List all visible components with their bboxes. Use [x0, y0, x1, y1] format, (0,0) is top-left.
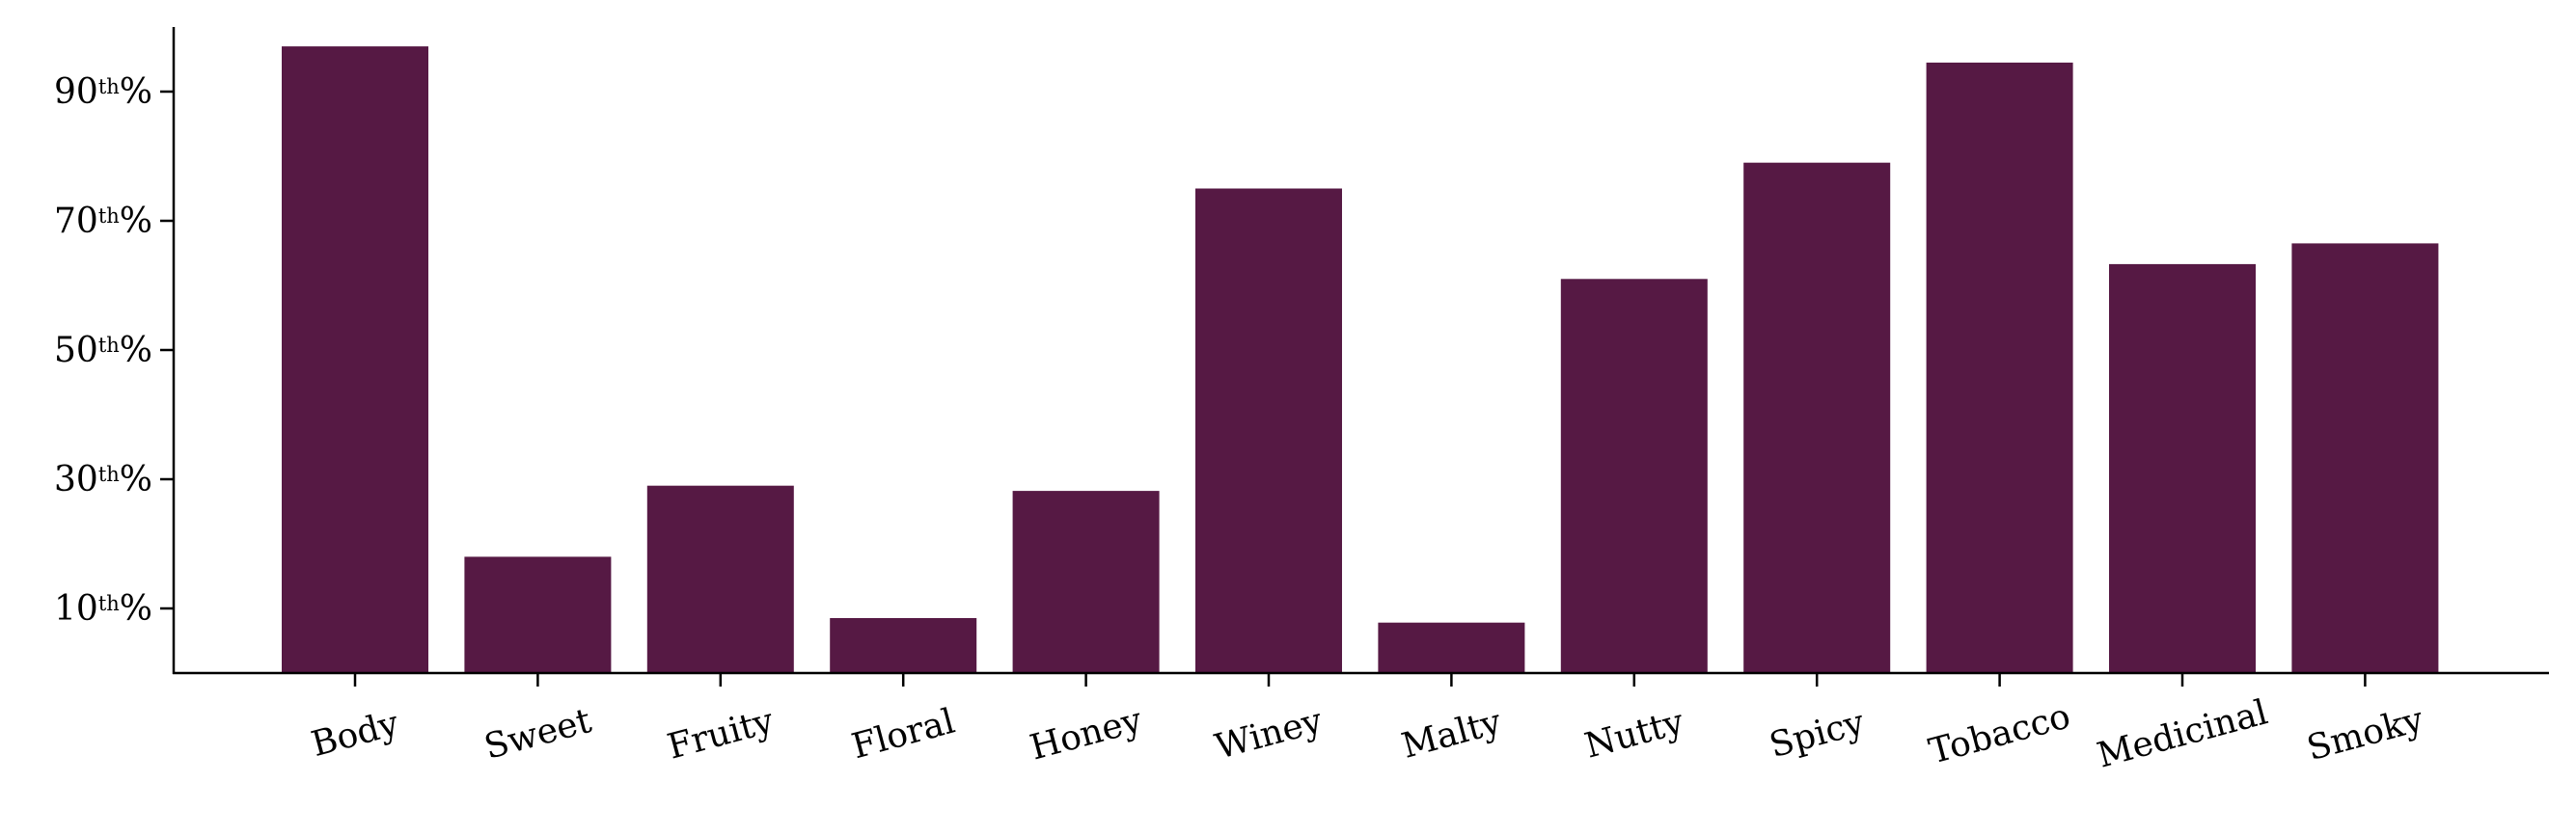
- x-tick-label-floral: Floral: [848, 702, 959, 768]
- y-tick-number: 50: [54, 331, 98, 370]
- bar-body: [282, 46, 428, 674]
- y-tick-suffix: %: [120, 202, 152, 241]
- y-tick-superscript: th: [98, 75, 120, 98]
- y-tick-number: 90: [54, 72, 98, 112]
- y-tick-label: 10th%: [54, 589, 152, 629]
- y-tick-label: 90th%: [54, 72, 152, 112]
- y-tick-label: 50th%: [54, 331, 152, 370]
- x-tick-label-fruity: Fruity: [664, 701, 779, 768]
- bar-medicinal: [2109, 263, 2256, 673]
- bar-floral: [830, 618, 977, 673]
- x-tick-label-malty: Malty: [1398, 702, 1506, 767]
- y-axis: 10th%30th%50th%70th%90th%: [54, 27, 176, 674]
- x-axis: Body Sweet Fruity Floral Honey Winey Malty Nutt…: [173, 671, 2549, 776]
- y-tick-number: 70: [54, 202, 98, 241]
- bar-nutty: [1560, 279, 1708, 673]
- y-tick-label: 30th%: [54, 460, 152, 499]
- y-tick-suffix: %: [120, 331, 152, 370]
- x-tick-label-nutty: Nutty: [1580, 702, 1688, 767]
- bar-sweet: [464, 556, 612, 673]
- bar-spicy: [1743, 162, 1891, 673]
- y-tick-number: 10: [54, 589, 98, 629]
- bar-winey: [1195, 188, 1342, 673]
- y-tick-label: 70th%: [54, 202, 152, 241]
- bar-malty: [1378, 622, 1525, 673]
- x-tick-label-tobacco: Tobacco: [1925, 696, 2074, 771]
- y-tick-superscript: th: [98, 463, 120, 486]
- x-tick-label-winey: Winey: [1211, 701, 1327, 768]
- x-tick-label-body: Body: [308, 704, 404, 765]
- y-tick-number: 30: [54, 460, 98, 499]
- bars-group: [282, 46, 2439, 674]
- bar-tobacco: [1926, 62, 2073, 673]
- x-tick-label-sweet: Sweet: [480, 701, 596, 768]
- x-tick-label-honey: Honey: [1026, 700, 1146, 768]
- bar-fruity: [646, 485, 794, 673]
- x-tick-label-medicinal: Medicinal: [2094, 692, 2272, 775]
- x-tick-label-smoky: Smoky: [2303, 700, 2428, 769]
- y-tick-superscript: th: [98, 204, 120, 228]
- x-tick-label-spicy: Spicy: [1766, 703, 1870, 767]
- bar-honey: [1012, 491, 1160, 673]
- y-tick-superscript: th: [98, 592, 120, 615]
- y-tick-suffix: %: [120, 589, 152, 629]
- y-tick-suffix: %: [120, 460, 152, 499]
- y-tick-suffix: %: [120, 72, 152, 112]
- bar-smoky: [2291, 243, 2439, 673]
- y-tick-superscript: th: [98, 334, 120, 357]
